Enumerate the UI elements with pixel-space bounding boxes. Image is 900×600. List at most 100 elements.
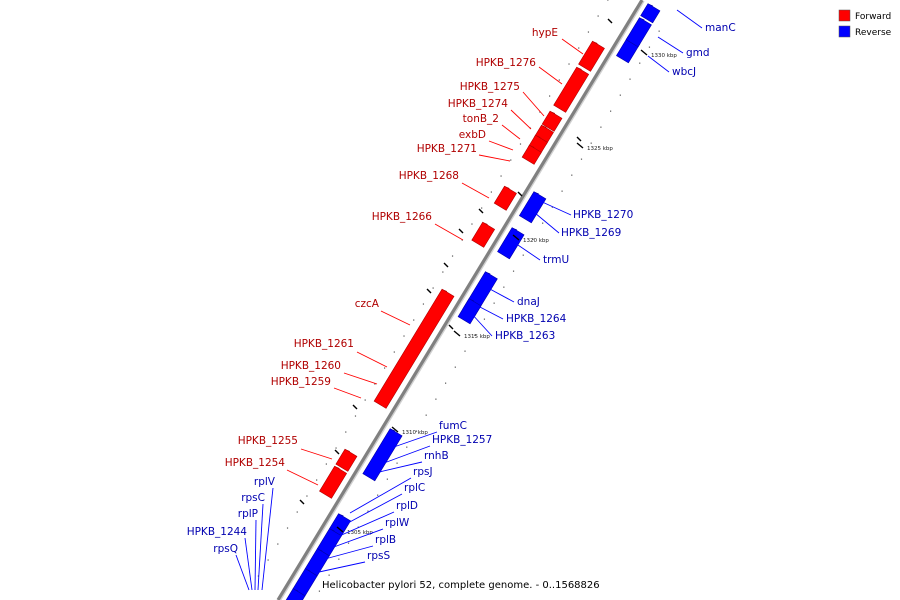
gene-label-text: HPKB_1269	[561, 227, 621, 239]
reverse-label-rnhb[interactable]: rnhB	[374, 450, 449, 474]
marker	[426, 288, 432, 294]
gene-label-text: wbcJ	[672, 66, 696, 78]
forward-gene-9[interactable]	[373, 288, 455, 409]
reverse-gene-8[interactable]	[362, 428, 403, 482]
forward-label-hpkb-1276[interactable]: HPKB_1276	[476, 57, 563, 85]
genome-backbone	[276, 0, 645, 600]
forward-label-hpkb-1266[interactable]: HPKB_1266	[372, 211, 464, 241]
gene-label-text: rpsS	[367, 550, 390, 562]
reverse-label-rpsq[interactable]: rpsQ	[213, 543, 250, 591]
track-dot	[451, 255, 454, 257]
track-dot	[600, 126, 602, 128]
gene-label-text: HPKB_1261	[294, 338, 354, 350]
track-dot	[558, 79, 560, 81]
forward-gene-3-body	[541, 110, 563, 132]
reverse-label-hpkb-1269[interactable]: HPKB_1269	[534, 212, 621, 239]
reverse-label-rplb[interactable]: rplB	[324, 534, 396, 560]
leader-line	[538, 66, 563, 85]
legend-swatch	[838, 25, 851, 38]
forward-gene-8[interactable]	[471, 221, 496, 248]
reverse-gene-7[interactable]	[457, 298, 482, 325]
leader-line	[383, 445, 431, 464]
reverse-label-hpkb-1263[interactable]: HPKB_1263	[470, 312, 555, 342]
leader-line	[374, 461, 423, 474]
forward-gene-7[interactable]	[493, 185, 517, 211]
reverse-label-rplv[interactable]: rplV	[254, 476, 276, 591]
leader-line	[510, 109, 532, 130]
forward-gene-6[interactable]	[521, 144, 542, 165]
reverse-gene-3[interactable]	[640, 3, 661, 24]
forward-gene-6-body	[521, 144, 542, 165]
reverse-label-dnaj[interactable]: dnaJ	[487, 287, 540, 308]
forward-label-hpkb-1261[interactable]: HPKB_1261	[294, 338, 388, 368]
leader-line	[647, 55, 670, 73]
track-dot	[267, 559, 269, 561]
reverse-label-rplw[interactable]: rplW	[330, 517, 410, 549]
gene-label-text: HPKB_1244	[187, 526, 248, 538]
reverse-label-fumc[interactable]: fumC	[390, 420, 467, 449]
forward-label-hpkb-1255[interactable]: HPKB_1255	[238, 435, 333, 460]
reverse-label-rpld[interactable]: rplD	[336, 500, 418, 538]
reverse-gene-2[interactable]	[625, 17, 652, 48]
track-dot	[597, 15, 599, 17]
forward-gene-2[interactable]	[553, 66, 590, 113]
forward-label-hpkb-1268[interactable]: HPKB_1268	[399, 170, 490, 199]
reverse-label-wbcj[interactable]: wbcJ	[647, 55, 696, 78]
reverse-label-hpkb-1244[interactable]: HPKB_1244	[187, 526, 253, 591]
forward-label-hpkb-1259[interactable]: HPKB_1259	[271, 376, 362, 399]
track-dot	[354, 415, 357, 417]
gene-label-text: HPKB_1263	[495, 330, 555, 342]
track-dot	[425, 414, 427, 416]
forward-label-hpkb-1274[interactable]: HPKB_1274	[448, 98, 532, 130]
reverse-gene-13[interactable]	[284, 588, 306, 600]
track-dot	[539, 111, 541, 113]
forward-label-hpkb-1271[interactable]: HPKB_1271	[417, 143, 511, 162]
reverse-label-trmu[interactable]: trmU	[514, 242, 569, 266]
reverse-label-rplc[interactable]: rplC	[345, 482, 425, 525]
forward-gene-11[interactable]	[335, 448, 358, 472]
tick-label: 1330 kbp	[651, 53, 677, 59]
forward-label-hype[interactable]: hypE	[532, 27, 584, 55]
forward-label-hpkb-1254[interactable]: HPKB_1254	[225, 457, 319, 486]
marker	[352, 404, 358, 410]
reverse-label-manc[interactable]: manC	[676, 9, 736, 34]
gene-label-text: fumC	[439, 420, 467, 432]
leader-line	[333, 387, 362, 399]
gene-label-text: dnaJ	[517, 296, 540, 308]
reverse-gene-5[interactable]	[497, 227, 525, 260]
track-dot	[568, 63, 570, 65]
leader-line	[257, 503, 264, 591]
marker	[299, 499, 305, 505]
gene-label-text: rplW	[385, 517, 410, 529]
track-dot	[519, 143, 522, 145]
forward-label-exbd[interactable]: exbD	[459, 129, 514, 151]
tick-1310-kbp: 1310 kbp	[391, 426, 428, 436]
forward-label-tonb-2[interactable]: tonB_2	[463, 113, 521, 140]
reverse-label-hpkb-1257[interactable]: HPKB_1257	[383, 434, 492, 464]
track-dot	[629, 78, 631, 80]
reverse-label-hpkb-1270[interactable]: HPKB_1270	[539, 200, 633, 221]
reverse-label-rpsc[interactable]: rpsC	[241, 492, 265, 591]
track-dot	[580, 158, 583, 160]
track-dot	[277, 543, 279, 545]
reverse-label-hpkb-1264[interactable]: HPKB_1264	[477, 305, 567, 325]
forward-gene-1[interactable]	[578, 40, 605, 72]
forward-label-czca[interactable]: czcA	[355, 298, 411, 326]
leader-line	[343, 372, 378, 385]
track-dot	[406, 446, 408, 448]
reverse-gene-4[interactable]	[518, 191, 547, 224]
forward-label-hpkb-1260[interactable]: HPKB_1260	[281, 360, 378, 385]
track-dot	[374, 383, 376, 385]
track-dot	[318, 590, 321, 592]
gene-label-text: HPKB_1254	[225, 457, 286, 469]
reverse-label-gmd[interactable]: gmd	[657, 36, 710, 59]
reverse-label-rplp[interactable]: rplP	[238, 508, 258, 591]
forward-label-hpkb-1275[interactable]: HPKB_1275	[460, 81, 545, 117]
reverse-label-rpss[interactable]: rpsS	[318, 550, 390, 573]
genome-caption: Helicobacter pylori 52, complete genome.…	[322, 580, 600, 591]
marker	[607, 18, 613, 24]
forward-gene-10[interactable]	[319, 465, 348, 499]
leader-line	[477, 305, 504, 320]
forward-gene-3[interactable]	[541, 110, 563, 132]
reverse-label-rpsj[interactable]: rpsJ	[349, 466, 433, 514]
